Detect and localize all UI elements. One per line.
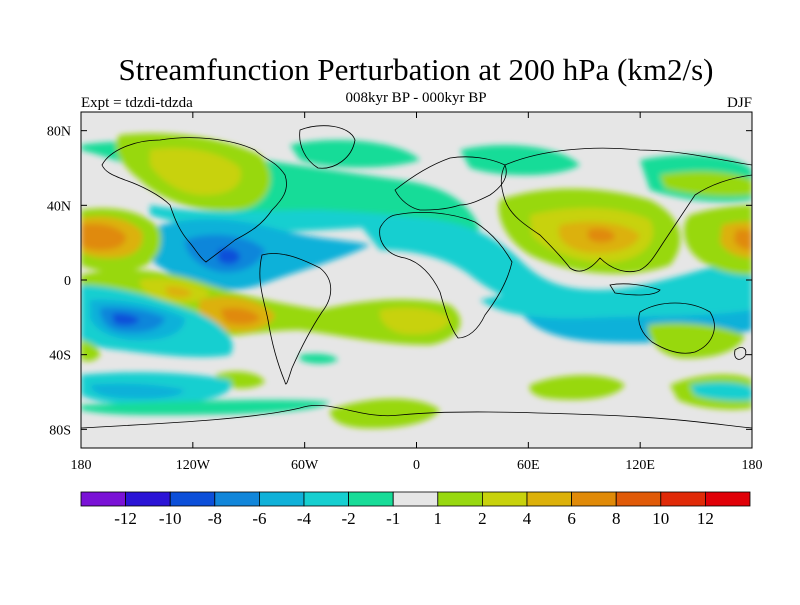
- chart-title: Streamfunction Perturbation at 200 hPa (…: [119, 52, 714, 87]
- colorbar-label: -4: [297, 509, 312, 528]
- map-field: [81, 112, 752, 448]
- contour-south-indian-high: [529, 375, 625, 400]
- coast-africa: [379, 212, 513, 339]
- colorbar-swatch: [258, 491, 305, 507]
- contour-australia-high: [648, 323, 745, 359]
- colorbar-label: 1: [434, 509, 443, 528]
- contour-north-america-high-inner: [150, 148, 241, 195]
- colorbar-label: 4: [523, 509, 532, 528]
- colorbar-swatch: [481, 491, 528, 507]
- x-tick-label: 60E: [517, 458, 540, 473]
- colorbar-label: 12: [697, 509, 714, 528]
- colorbar-label: -2: [342, 509, 356, 528]
- y-tick-label: 40N: [47, 199, 71, 214]
- y-tick-label: 0: [64, 274, 71, 289]
- colorbar-swatch: [80, 491, 126, 507]
- coast-antarctica: [81, 404, 752, 429]
- coast-indonesia: [609, 283, 661, 296]
- coast-greenland: [299, 125, 356, 169]
- x-tick-label: 180: [71, 458, 92, 473]
- contour-south-pacific-low-core: [112, 313, 140, 326]
- colorbar-label: 8: [612, 509, 621, 528]
- x-tick-label: 180: [742, 458, 763, 473]
- contour-south-pacific-cyan-right: [690, 382, 752, 401]
- colorbar-swatch: [615, 491, 662, 507]
- contour-antarctic-band: [81, 399, 330, 415]
- colorbar-label: -10: [159, 509, 182, 528]
- contour-asian-high-core: [588, 228, 615, 243]
- coast-south-america: [259, 253, 332, 385]
- y-tick-label: 40S: [49, 349, 71, 364]
- coast-asia: [500, 147, 752, 273]
- contour-south-pacific-high-core: [165, 286, 192, 298]
- colorbar-swatch: [437, 491, 483, 507]
- contour-west-pacific-high-core: [734, 229, 752, 250]
- contour-south-atlantic-green: [300, 353, 338, 364]
- y-axis: 80N 40N 0 40S 80S: [47, 125, 752, 438]
- coast-europe: [394, 156, 507, 211]
- contour-atlantic-band: [360, 218, 752, 320]
- y-tick-label: 80N: [47, 125, 71, 140]
- x-tick-label: 120W: [176, 458, 211, 473]
- x-axis: 180 120W 60W 0 60E 120E 180: [71, 112, 763, 473]
- colorbar-swatch: [705, 491, 751, 507]
- colorbar-label: 2: [478, 509, 487, 528]
- coastlines: [81, 125, 752, 429]
- colorbar-swatch: [526, 491, 572, 507]
- y-tick-label: 80S: [49, 423, 71, 438]
- contour-southern-ocean-high: [330, 398, 440, 429]
- contour-arctic-green: [290, 140, 420, 168]
- colorbar-swatch: [660, 491, 706, 507]
- contour-indian-ocean-low-outer: [480, 290, 752, 319]
- colorbar-swatch: [392, 491, 439, 507]
- contour-south-america-high-core: [220, 307, 260, 325]
- x-tick-label: 120E: [625, 458, 655, 473]
- x-tick-label: 0: [413, 458, 420, 473]
- coast-australia: [638, 302, 715, 354]
- colorbar-swatch: [125, 491, 171, 507]
- contour-southern-left-cyan-inner: [90, 383, 185, 399]
- coast-north-america: [101, 137, 287, 263]
- colorbar-swatch: [214, 491, 260, 507]
- colorbar-label: -8: [208, 509, 222, 528]
- colorbar-label: 6: [567, 509, 576, 528]
- contour-southern-left-green: [81, 340, 100, 362]
- contour-tropical-pacific-low-core: [218, 248, 240, 265]
- colorbar-swatch: [169, 491, 216, 507]
- colorbar-swatch: [303, 491, 349, 507]
- season-label: DJF: [727, 95, 752, 111]
- colorbar-label: -6: [252, 509, 266, 528]
- colorbar-swatch: [571, 491, 617, 507]
- colorbar-label: -1: [386, 509, 400, 528]
- colorbar-label: -12: [114, 509, 137, 528]
- contour-south-atlantic-high: [379, 307, 450, 335]
- coast-new-zealand: [734, 347, 747, 360]
- x-tick-label: 60W: [291, 458, 319, 473]
- contour-north-pacific-high-inner: [81, 224, 126, 250]
- experiment-label: Expt = tdzdi-tdzda: [81, 95, 193, 111]
- colorbar: -12 -10 -8 -6 -4 -2 -1 1 2 4 6 8 10 12: [80, 491, 751, 528]
- colorbar-swatch: [348, 491, 394, 507]
- colorbar-label: 10: [652, 509, 669, 528]
- contour-nw-pacific-yellow: [660, 171, 752, 197]
- chart-subtitle: 008kyr BP - 000kyr BP: [345, 90, 486, 106]
